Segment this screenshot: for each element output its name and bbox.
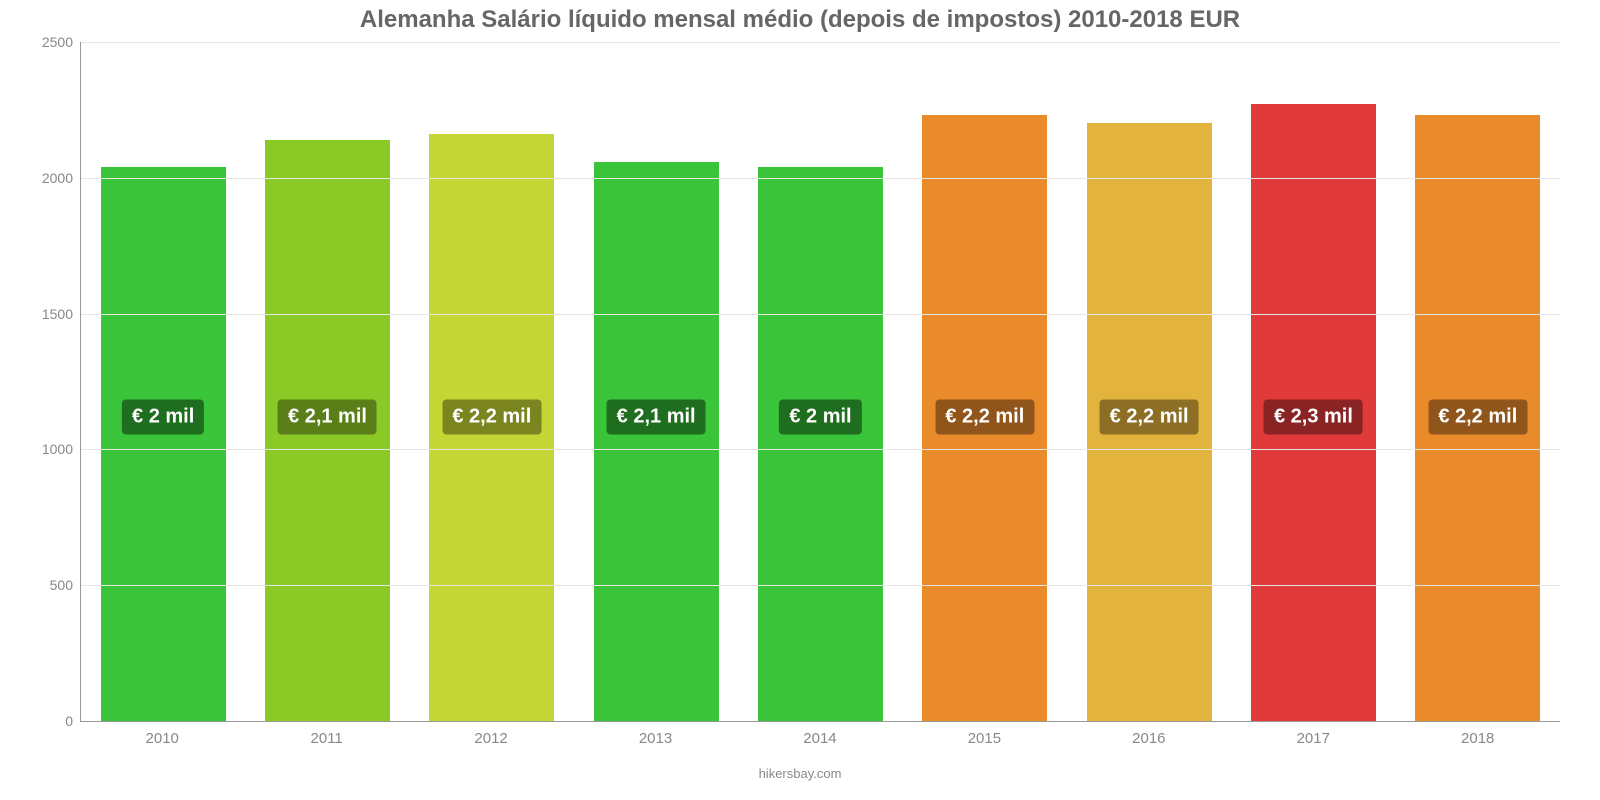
bar-slot: € 2 mil [738, 42, 902, 721]
plot-area: € 2 mil € 2,1 mil € 2,2 mil € 2,1 mil € 2 mi… [80, 42, 1560, 722]
bar-value-label: € 2,2 mil [442, 399, 541, 434]
bar-value-label: € 2 mil [779, 399, 861, 434]
bar: € 2,1 mil [594, 162, 719, 721]
bar: € 2 mil [758, 167, 883, 721]
chart-title: Alemanha Salário líquido mensal médio (d… [360, 6, 1240, 34]
y-tick-label: 1000 [42, 441, 81, 457]
bar: € 2 mil [101, 167, 226, 721]
y-tick-label: 0 [65, 713, 81, 729]
x-tick-label: 2013 [573, 722, 737, 762]
bar-value-label: € 2,2 mil [935, 399, 1034, 434]
bar: € 2,2 mil [922, 115, 1047, 721]
x-tick-label: 2012 [409, 722, 573, 762]
x-tick-label: 2015 [902, 722, 1066, 762]
x-tick-label: 2014 [738, 722, 902, 762]
bar-value-label: € 2,2 mil [1100, 399, 1199, 434]
bar-slot: € 2 mil [81, 42, 245, 721]
bar-value-label: € 2,2 mil [1428, 399, 1527, 434]
gridline [81, 585, 1560, 586]
source-label: hikersbay.com [759, 766, 842, 781]
y-tick-label: 2000 [42, 170, 81, 186]
bar: € 2,2 mil [1087, 123, 1212, 721]
x-tick-label: 2018 [1396, 722, 1560, 762]
bar-slot: € 2,2 mil [1067, 42, 1231, 721]
bar: € 2,1 mil [265, 140, 390, 721]
bar-value-label: € 2,1 mil [607, 399, 706, 434]
bar: € 2,2 mil [1415, 115, 1540, 721]
bar: € 2,2 mil [429, 134, 554, 721]
chart-container: € 2 mil € 2,1 mil € 2,2 mil € 2,1 mil € 2 mi… [20, 42, 1580, 762]
gridline [81, 42, 1560, 43]
y-tick-label: 500 [50, 577, 81, 593]
bar-value-label: € 2,3 mil [1264, 399, 1363, 434]
bar: € 2,3 mil [1251, 104, 1376, 721]
y-tick-label: 1500 [42, 306, 81, 322]
bar-value-label: € 2 mil [122, 399, 204, 434]
x-tick-label: 2011 [244, 722, 408, 762]
bars-row: € 2 mil € 2,1 mil € 2,2 mil € 2,1 mil € 2 mi… [81, 42, 1560, 721]
bar-slot: € 2,3 mil [1231, 42, 1395, 721]
y-tick-label: 2500 [42, 34, 81, 50]
x-axis: 201020112012201320142015201620172018 [80, 722, 1560, 762]
gridline [81, 314, 1560, 315]
bar-value-label: € 2,1 mil [278, 399, 377, 434]
gridline [81, 178, 1560, 179]
x-tick-label: 2017 [1231, 722, 1395, 762]
bar-slot: € 2,2 mil [1396, 42, 1560, 721]
x-tick-label: 2010 [80, 722, 244, 762]
gridline [81, 449, 1560, 450]
bar-slot: € 2,1 mil [245, 42, 409, 721]
bar-slot: € 2,2 mil [903, 42, 1067, 721]
bar-slot: € 2,1 mil [574, 42, 738, 721]
bar-slot: € 2,2 mil [410, 42, 574, 721]
x-tick-label: 2016 [1067, 722, 1231, 762]
